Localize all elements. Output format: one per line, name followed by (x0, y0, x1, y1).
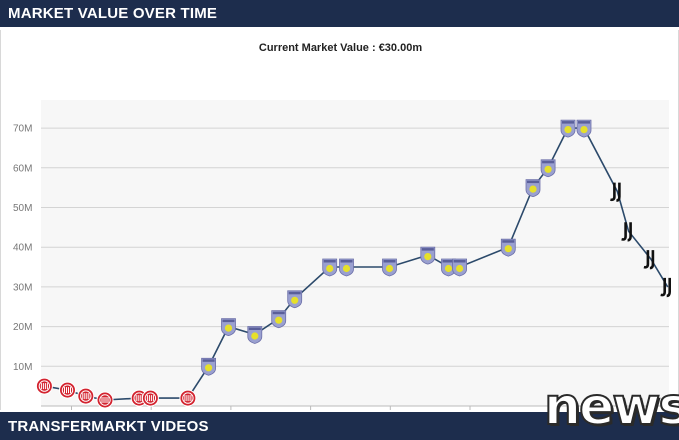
aston-villa-crest (201, 357, 217, 376)
y-tick-label: 50M (13, 203, 32, 214)
y-tick-label: 10M (13, 362, 32, 373)
aston-villa-crest (322, 258, 338, 277)
girona-crest (77, 387, 95, 405)
aston-villa-crest (221, 318, 236, 337)
girona-crest (35, 377, 53, 395)
y-tick-label: 60M (13, 163, 32, 174)
aston-villa-crest (576, 119, 592, 138)
girona-crest (59, 381, 76, 399)
y-tick-label: 40M (13, 243, 32, 254)
girona-crest (141, 389, 159, 407)
juventus-crest (643, 250, 655, 270)
girona-crest (179, 389, 197, 407)
section-header-videos[interactable]: TRANSFERMARKT VIDEOS (0, 410, 679, 440)
plot-area (41, 100, 669, 406)
section-title: MARKET VALUE OVER TIME (8, 5, 218, 22)
market-value-chart: 10M20M30M40M50M60M70M2018201920202021202… (13, 100, 672, 410)
chart-title: Current Market Value : €30.00m (258, 42, 423, 54)
y-tick-label: 20M (13, 322, 32, 333)
y-tick-label: 70M (13, 124, 32, 135)
aston-villa-crest (452, 258, 468, 277)
aston-villa-crest (420, 246, 436, 265)
market-value-chart-panel: Current Market Value : €30.00m 10M 20M 30M… (0, 30, 679, 410)
juventus-crest (660, 277, 672, 298)
news-watermark: news (543, 376, 679, 438)
aston-villa-crest (247, 326, 263, 344)
aston-villa-crest (271, 310, 287, 329)
aston-villa-crest (525, 179, 541, 198)
aston-villa-crest (382, 258, 397, 277)
aston-villa-crest (500, 238, 516, 257)
section-header-market-value: MARKET VALUE OVER TIME (0, 0, 679, 30)
girona-crest (96, 391, 114, 409)
juventus-crest (610, 182, 621, 202)
y-tick-label: 30M (13, 282, 32, 293)
aston-villa-crest (540, 159, 556, 178)
section-title: TRANSFERMARKT VIDEOS (8, 417, 209, 435)
aston-villa-crest (339, 258, 354, 277)
aston-villa-crest (560, 119, 576, 138)
aston-villa-crest (287, 290, 303, 309)
juventus-crest (621, 222, 632, 242)
